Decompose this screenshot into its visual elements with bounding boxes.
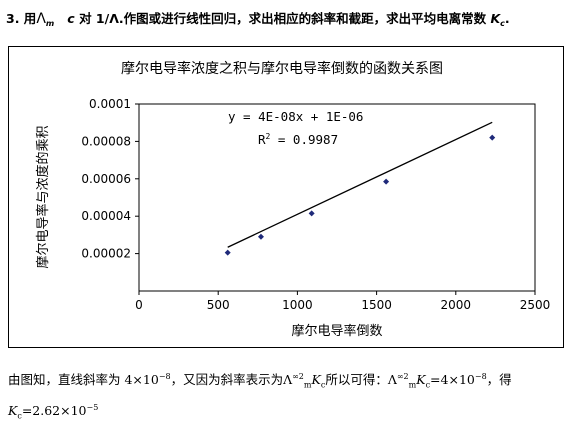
k-result-exp: −5 xyxy=(86,402,99,412)
x-tick-label: 500 xyxy=(207,298,230,312)
y-tick-label: 0.00008 xyxy=(81,134,131,148)
x-tick-label: 1000 xyxy=(282,298,313,312)
y-tick-label: 0.00004 xyxy=(81,209,131,223)
y-tick-label: 0.0001 xyxy=(89,97,131,111)
question-line: 3. 用Λm c 对 1/Λ.作图或进行线性回归，求出相应的斜率和截距，求出平均… xyxy=(6,8,574,28)
chart-frame: 摩尔电导率浓度之积与摩尔电导率倒数的函数关系图 0 500 1000 1500 2000… xyxy=(8,46,564,348)
r-squared: R2 = 0.9987 xyxy=(258,132,338,147)
y-axis: 0.00002 0.00004 0.00006 0.00008 0.0001 xyxy=(81,97,139,261)
conclusion-result-text: 所以可得：Λ xyxy=(325,372,397,388)
lambda-symbol: Λ xyxy=(36,11,46,27)
lambda-superscript-2: ∞2 xyxy=(396,372,409,381)
k-symbol: K xyxy=(490,11,501,26)
y-axis-label: 摩尔电导率与浓度的乘积 xyxy=(35,125,51,268)
data-point xyxy=(257,233,264,240)
x-tick-label: 0 xyxy=(135,298,143,312)
c-symbol: c xyxy=(67,11,75,26)
lambda-subscript-2: m xyxy=(303,380,312,390)
plot-area xyxy=(138,103,536,292)
k-result-subscript: c xyxy=(17,411,22,421)
lambda-subscript-3: m xyxy=(408,380,417,390)
data-point xyxy=(308,210,315,217)
question-number: 3. 用 xyxy=(6,11,37,26)
k-symbol-3: K xyxy=(416,372,426,388)
conclusion-slope-exp: −8 xyxy=(158,372,171,381)
k-subscript-3: c xyxy=(425,380,431,390)
conclusion-equals-exp: −8 xyxy=(474,372,487,381)
k-result-symbol: K xyxy=(8,402,18,418)
data-point xyxy=(224,249,231,256)
x-tick-label: 2000 xyxy=(441,298,472,312)
regression-equation: y = 4E-08x + 1E-06 xyxy=(228,109,363,124)
conclusion-line-1: 由图知，直线斜率为 4×10−8，又因为斜率表示为Λ∞2mKc所以可得：Λ∞2m… xyxy=(8,366,574,397)
conclusion-text: 由图知，直线斜率为 4×10−8，又因为斜率表示为Λ∞2mKc所以可得：Λ∞2m… xyxy=(8,366,574,427)
conclusion-line-2: Kc=2.62×10−5 xyxy=(8,397,574,427)
conclusion-slope-meaning: ，又因为斜率表示为Λ xyxy=(170,372,293,388)
x-tick-label: 2500 xyxy=(520,298,551,312)
x-axis-label: 摩尔电导率倒数 xyxy=(291,323,382,339)
y-tick-label: 0.00006 xyxy=(81,172,131,186)
scatter-chart: 摩尔电导率浓度之积与摩尔电导率倒数的函数关系图 0 500 1000 1500 2000… xyxy=(35,60,550,339)
k-symbol-2: K xyxy=(311,372,321,388)
data-point xyxy=(489,134,496,141)
conclusion-equals: =4×10 xyxy=(430,372,475,388)
data-point xyxy=(383,178,390,185)
conclusion-slope-text: 由图知，直线斜率为 4×10 xyxy=(8,372,159,388)
r-squared-exponent: 2 xyxy=(266,132,271,141)
k-subscript-2: c xyxy=(320,380,326,390)
x-axis: 0 500 1000 1500 2000 2500 xyxy=(135,291,550,312)
conclusion-de: ，得 xyxy=(486,372,512,388)
chart-title: 摩尔电导率浓度之积与摩尔电导率倒数的函数关系图 xyxy=(121,60,443,77)
trendline xyxy=(227,121,493,248)
y-tick-label: 0.00002 xyxy=(81,247,131,261)
r-squared-prefix: R xyxy=(258,132,266,147)
question-end: . xyxy=(504,11,510,26)
r-squared-value: = 0.9987 xyxy=(270,132,338,147)
question-text: 对 1/Λ.作图或进行线性回归，求出相应的斜率和截距，求出平均电离常数 xyxy=(79,11,487,26)
lambda-subscript: m xyxy=(45,19,55,28)
k-result-value: =2.62×10 xyxy=(21,402,87,418)
k-subscript: c xyxy=(500,19,505,28)
lambda-superscript: ∞2 xyxy=(292,372,304,381)
data-points xyxy=(224,134,496,256)
x-tick-label: 1500 xyxy=(361,298,392,312)
